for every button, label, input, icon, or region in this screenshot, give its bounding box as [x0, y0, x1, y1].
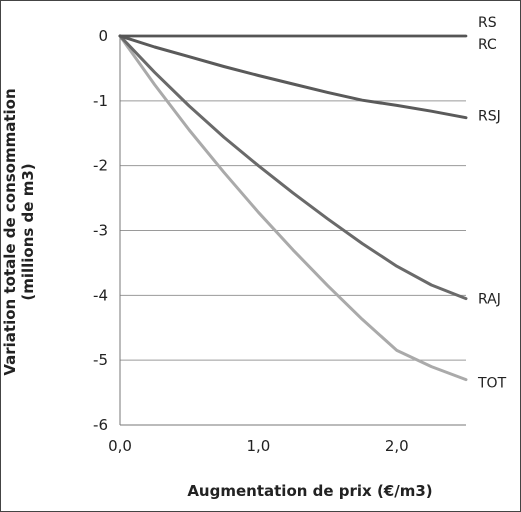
- series-label-rs: RS: [478, 15, 497, 31]
- x-tick-label-0: 0,0: [108, 437, 132, 455]
- x-axis-title: Augmentation de prix (€/m3): [187, 482, 432, 500]
- x-tick-label-1: 1,0: [246, 437, 270, 455]
- y-tick-label-2: -2: [93, 157, 108, 175]
- series-lines: [118, 34, 468, 382]
- series-label-rc: RC: [478, 37, 497, 53]
- x-tick-label-2: 2,0: [385, 437, 409, 455]
- y-tick-label-0: 0: [98, 27, 108, 45]
- y-tick-labels: 0 -1 -2 -3 -4 -5 -6: [93, 27, 108, 434]
- x-tick-labels: 0,0 1,0 2,0: [108, 437, 409, 455]
- series-labels: RS RC RSJ RAJ TOT: [477, 15, 507, 392]
- y-tick-label-6: -6: [93, 416, 108, 434]
- series-line-tot: [118, 34, 468, 382]
- series-label-tot: TOT: [477, 376, 507, 392]
- series-line-rsj: [118, 34, 468, 120]
- y-tick-label-4: -4: [93, 286, 108, 304]
- series-label-rsj: RSJ: [478, 109, 501, 125]
- y-tick-label-1: -1: [93, 92, 108, 110]
- y-axis-title-line2: (millions de m3): [19, 163, 37, 300]
- gridlines: [120, 35, 466, 426]
- series-label-raj: RAJ: [478, 292, 501, 308]
- axes: [119, 36, 466, 426]
- y-tick-label-3: -3: [93, 222, 108, 240]
- series-line-raj: [118, 34, 468, 301]
- y-tick-label-5: -5: [93, 351, 108, 369]
- y-axis-title-line1: Variation totale de consommation: [1, 88, 19, 375]
